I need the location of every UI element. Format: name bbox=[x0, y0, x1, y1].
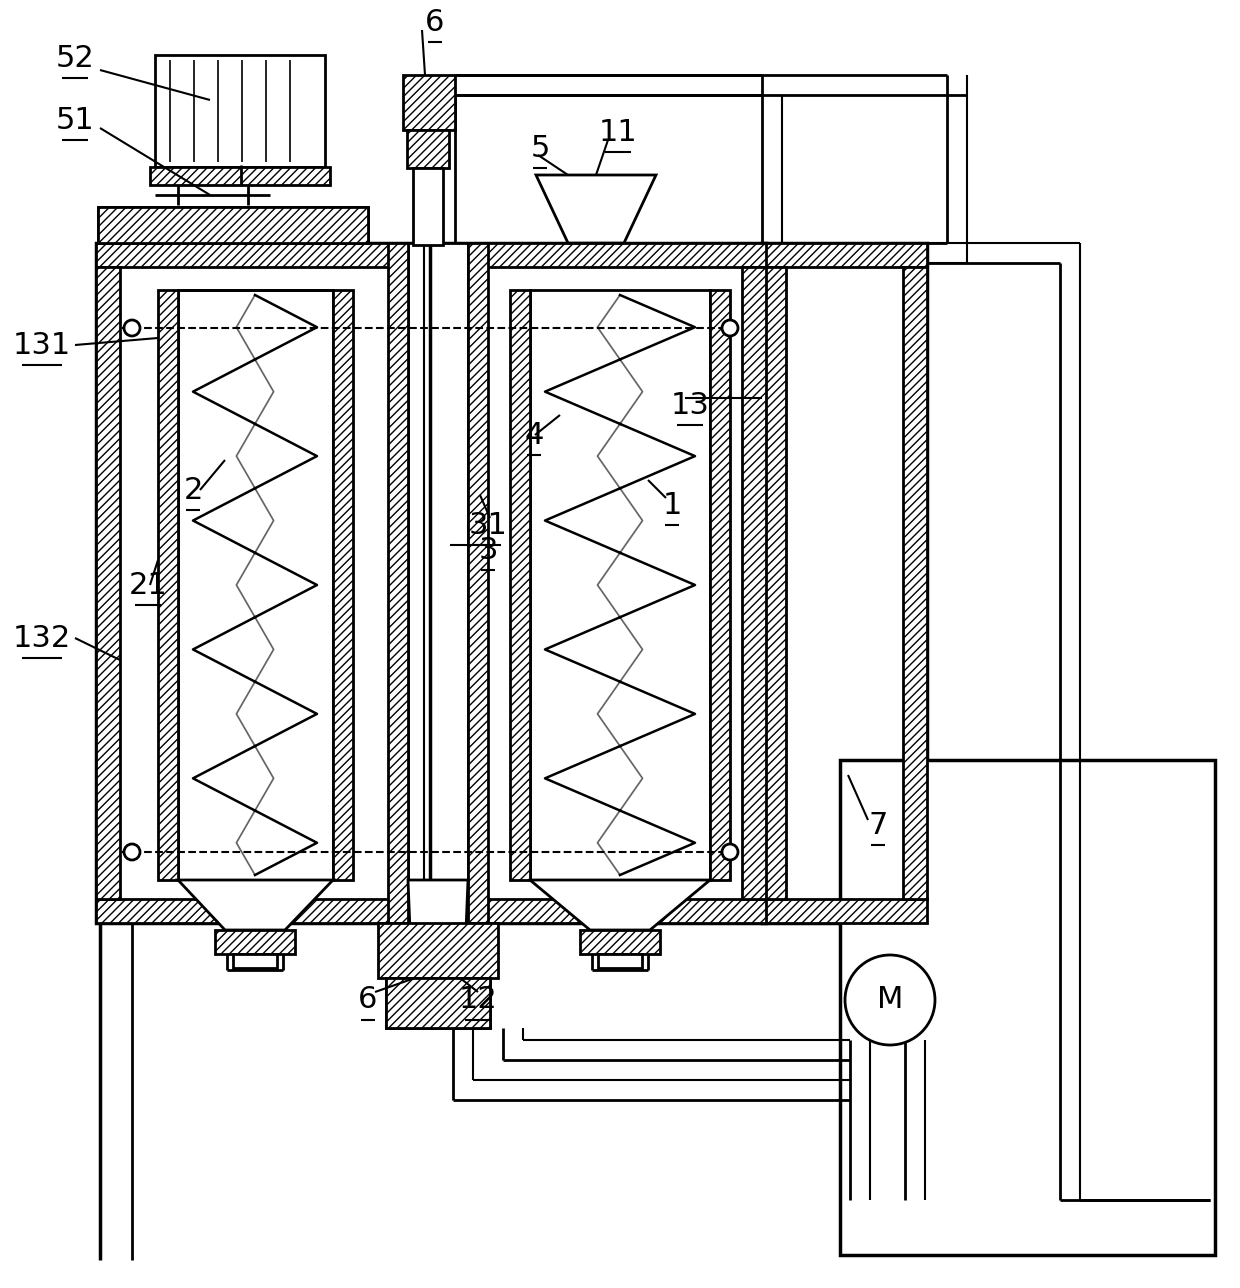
Bar bbox=[711, 290, 730, 880]
Text: 1: 1 bbox=[662, 491, 682, 519]
Bar bbox=[598, 954, 642, 969]
Circle shape bbox=[124, 844, 140, 860]
Bar bbox=[763, 267, 786, 899]
Text: 12: 12 bbox=[459, 985, 497, 1015]
Polygon shape bbox=[536, 175, 656, 243]
Circle shape bbox=[124, 319, 140, 336]
Bar bbox=[763, 899, 928, 923]
Bar bbox=[98, 207, 368, 243]
Bar bbox=[413, 167, 443, 245]
Bar bbox=[386, 978, 490, 1028]
Text: 21: 21 bbox=[129, 571, 167, 599]
Bar bbox=[95, 899, 766, 923]
Text: 51: 51 bbox=[56, 106, 94, 134]
Bar bbox=[388, 243, 408, 923]
Text: 6: 6 bbox=[425, 8, 445, 36]
Text: 31: 31 bbox=[469, 510, 507, 540]
Bar bbox=[580, 930, 660, 954]
Text: 132: 132 bbox=[12, 623, 71, 653]
Bar bbox=[742, 267, 766, 899]
Bar bbox=[378, 923, 498, 978]
Circle shape bbox=[722, 319, 738, 336]
Bar bbox=[407, 130, 449, 167]
Text: 4: 4 bbox=[525, 420, 543, 450]
Bar bbox=[215, 930, 295, 954]
Polygon shape bbox=[529, 880, 711, 930]
Bar bbox=[95, 267, 120, 899]
Polygon shape bbox=[408, 880, 467, 930]
Text: 3: 3 bbox=[479, 536, 497, 564]
Bar bbox=[403, 75, 455, 130]
Bar bbox=[95, 243, 766, 267]
Bar bbox=[98, 207, 368, 243]
Bar bbox=[839, 760, 1215, 1255]
Circle shape bbox=[844, 954, 935, 1045]
Bar bbox=[763, 243, 928, 923]
Bar bbox=[408, 243, 467, 923]
Text: 5: 5 bbox=[531, 134, 549, 162]
Bar bbox=[157, 290, 179, 880]
Bar bbox=[179, 290, 334, 880]
Polygon shape bbox=[179, 880, 334, 930]
Bar bbox=[95, 243, 766, 923]
Bar bbox=[386, 978, 490, 1028]
Text: 6: 6 bbox=[358, 985, 378, 1015]
Bar bbox=[763, 243, 928, 267]
Bar bbox=[903, 267, 928, 899]
Text: 131: 131 bbox=[12, 331, 71, 359]
Text: 52: 52 bbox=[56, 44, 94, 72]
Text: 2: 2 bbox=[184, 475, 202, 505]
Text: 7: 7 bbox=[868, 810, 888, 840]
Circle shape bbox=[722, 844, 738, 860]
Text: M: M bbox=[877, 985, 903, 1015]
Bar bbox=[510, 290, 529, 880]
Text: 13: 13 bbox=[671, 390, 709, 420]
Bar bbox=[334, 290, 353, 880]
Bar bbox=[529, 290, 711, 880]
Bar bbox=[467, 243, 489, 923]
Bar bbox=[150, 167, 330, 185]
Text: 11: 11 bbox=[599, 117, 637, 147]
Bar bbox=[155, 55, 325, 167]
Bar bbox=[233, 954, 277, 969]
